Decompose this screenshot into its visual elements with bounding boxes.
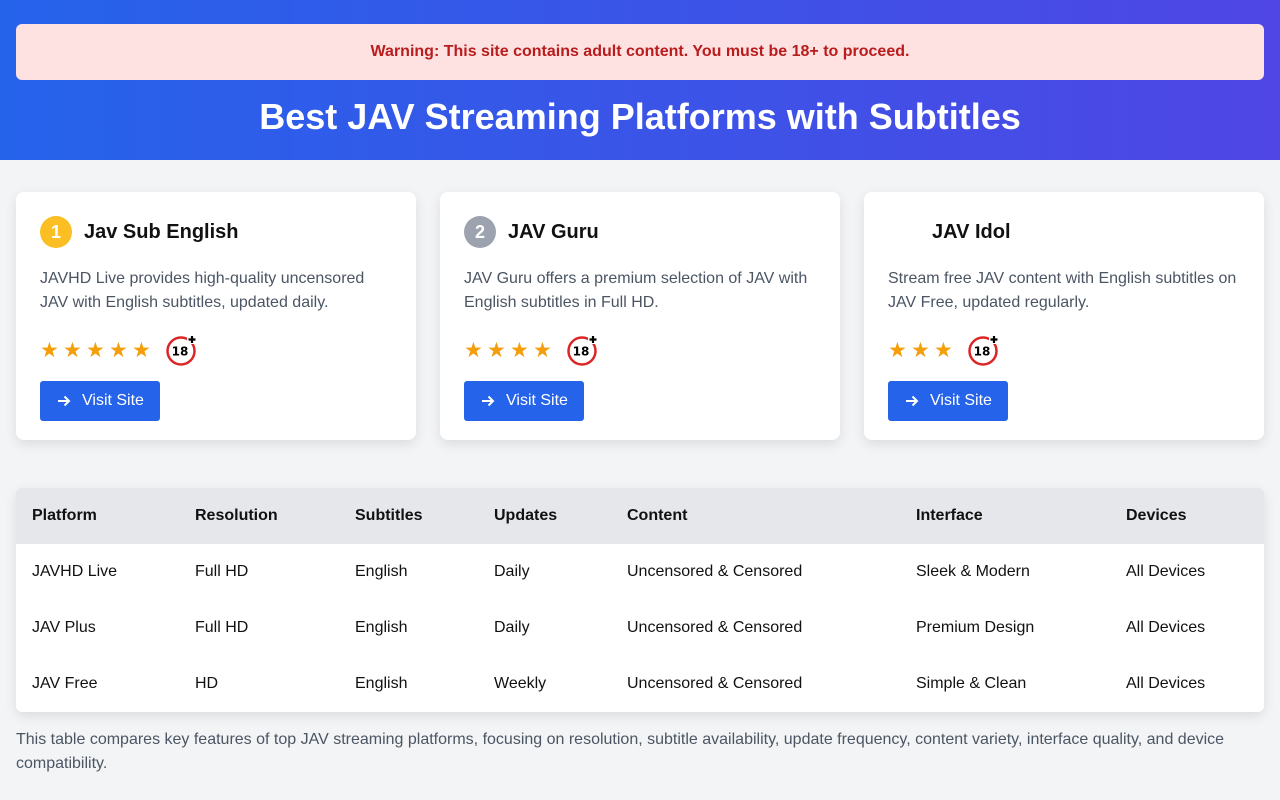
star-icon: ★: [40, 338, 59, 362]
column-header: Interface: [900, 488, 1110, 544]
age-18-plus-icon: 18: [166, 334, 197, 366]
table-header-row: Platform Resolution Subtitles Updates Conten…: [16, 488, 1264, 544]
visit-site-label: Visit Site: [82, 392, 144, 409]
table-cell: Full HD: [195, 619, 249, 636]
table-cell: JAV Plus: [32, 619, 96, 636]
star-icon: ★: [464, 338, 483, 362]
table-row: JAVHD Live Full HD English Daily Uncensored …: [16, 544, 1264, 600]
header-banner: Warning: This site contains adult conten…: [0, 0, 1280, 160]
column-header: Content: [611, 488, 900, 544]
platform-description: JAVHD Live provides high-quality uncenso…: [40, 270, 365, 311]
table-cell: Daily: [494, 619, 530, 636]
table-cell: All Devices: [1126, 675, 1206, 692]
age-18-plus-icon: 18: [968, 334, 999, 366]
table-cell: Premium Design: [916, 619, 1035, 636]
page-title: Best JAV Streaming Platforms with Subtit…: [259, 96, 1021, 137]
table-row: JAV Plus Full HD English Daily Uncensored & …: [16, 600, 1264, 656]
platform-name: Jav Sub English: [84, 220, 239, 243]
column-header: Updates: [478, 488, 611, 544]
star-icon: ★: [109, 338, 128, 362]
comparison-table: Platform Resolution Subtitles Updates Conten…: [16, 488, 1264, 712]
arrow-right-icon: [482, 395, 495, 407]
table-cell: Daily: [494, 563, 530, 580]
table-cell: JAV Free: [32, 675, 98, 692]
table-cell: English: [355, 675, 408, 692]
table-cell: JAVHD Live: [32, 563, 118, 580]
table-cell: Full HD: [195, 563, 249, 580]
platform-cards: 1 Jav Sub English JAVHD Live provides hi…: [0, 160, 1280, 440]
platform-description: JAV Guru offers a premium selection of J…: [464, 270, 808, 311]
star-icon: ★: [888, 338, 907, 362]
platform-name: JAV Guru: [508, 220, 599, 243]
visit-site-button[interactable]: Visit Site: [888, 381, 1008, 421]
platform-card: JAV Idol Stream free JAV content with En…: [864, 192, 1264, 440]
star-icon: ★: [934, 338, 953, 362]
rank-badge: 1: [40, 216, 72, 248]
svg-text:18: 18: [974, 345, 991, 359]
table-cell: Simple & Clean: [916, 675, 1027, 692]
star-icon: ★: [510, 338, 529, 362]
age-18-plus-icon: 18: [567, 334, 598, 366]
visit-site-button[interactable]: Visit Site: [464, 381, 584, 421]
star-rating: ★ ★ ★ 18: [888, 333, 1240, 367]
star-icon: ★: [63, 338, 82, 362]
platform-card: 2 JAV Guru JAV Guru offers a premium sel…: [440, 192, 840, 440]
table-cell: English: [355, 563, 408, 580]
star-icon: ★: [533, 338, 552, 362]
table-cell: Sleek & Modern: [916, 563, 1030, 580]
table-cell: All Devices: [1126, 619, 1206, 636]
visit-site-label: Visit Site: [930, 392, 992, 409]
visit-site-button[interactable]: Visit Site: [40, 381, 160, 421]
visit-site-label: Visit Site: [506, 392, 568, 409]
table-cell: Uncensored & Censored: [627, 619, 803, 636]
rank-badge: 2: [464, 216, 496, 248]
column-header: Subtitles: [339, 488, 478, 544]
arrow-right-icon: [906, 395, 919, 407]
arrow-right-icon: [58, 395, 71, 407]
column-header: Platform: [16, 488, 179, 544]
rank-badge: [888, 216, 920, 248]
svg-text:18: 18: [172, 345, 189, 359]
table-cell: English: [355, 619, 408, 636]
star-rating: ★ ★ ★ ★ 18: [464, 333, 816, 367]
star-icon: ★: [132, 338, 151, 362]
table-row: JAV Free HD English Weekly Uncensored & Cens…: [16, 656, 1264, 712]
svg-text:18: 18: [573, 345, 590, 359]
star-rating: ★ ★ ★ ★ ★ 18: [40, 333, 392, 367]
column-header: Devices: [1110, 488, 1264, 544]
platform-name: JAV Idol: [932, 220, 1011, 243]
platform-card: 1 Jav Sub English JAVHD Live provides hi…: [16, 192, 416, 440]
table-cell: Weekly: [494, 675, 547, 692]
star-icon: ★: [487, 338, 506, 362]
table-cell: All Devices: [1126, 563, 1206, 580]
column-header: Resolution: [179, 488, 339, 544]
platform-description: Stream free JAV content with English sub…: [888, 270, 1237, 311]
table-note: This table compares key features of top …: [16, 731, 1225, 772]
table-cell: Uncensored & Censored: [627, 675, 803, 692]
star-icon: ★: [911, 338, 930, 362]
table-cell: HD: [195, 675, 219, 692]
table-cell: Uncensored & Censored: [627, 563, 803, 580]
age-warning: Warning: This site contains adult conten…: [16, 24, 1264, 80]
star-icon: ★: [86, 338, 105, 362]
